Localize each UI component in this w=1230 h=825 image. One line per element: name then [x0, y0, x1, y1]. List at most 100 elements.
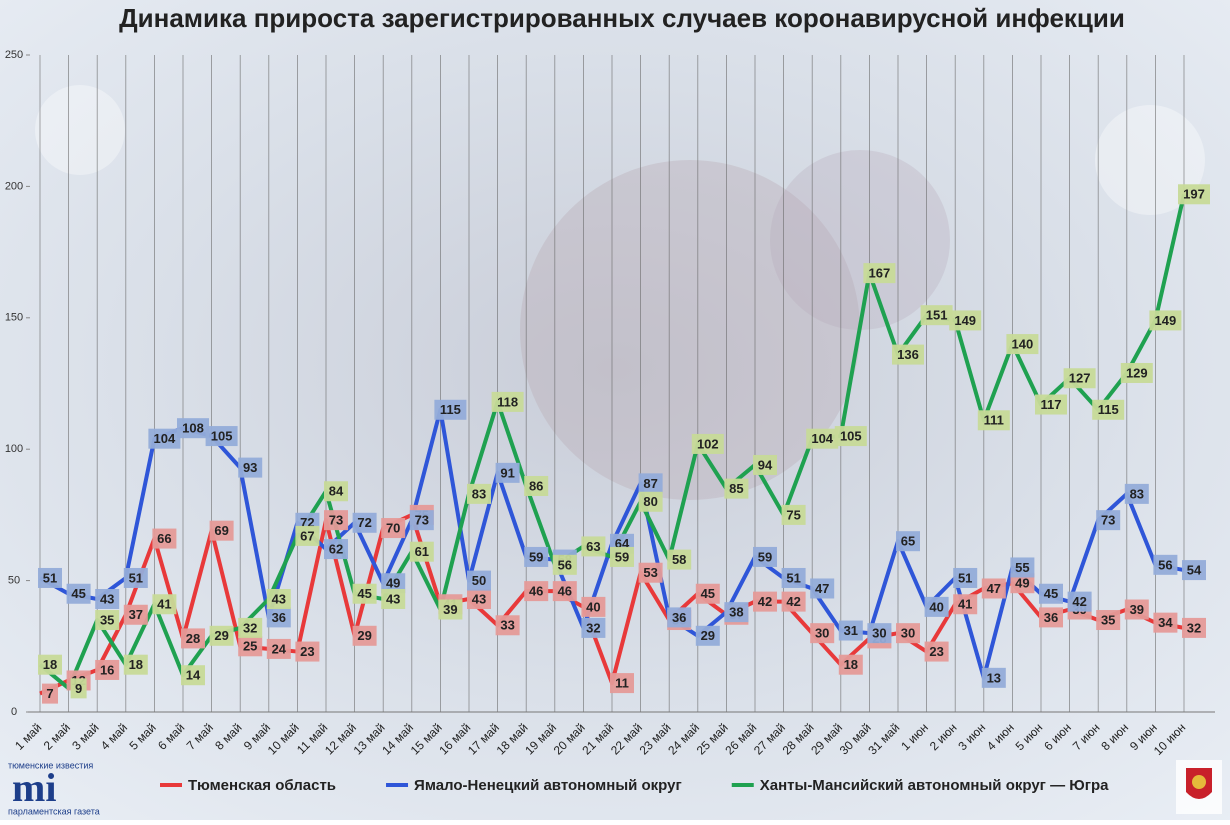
value-label-box	[981, 667, 1006, 688]
value-label-box	[1096, 610, 1121, 631]
value-label-text: 32	[243, 620, 257, 635]
value-label-box	[838, 654, 863, 675]
value-label-box	[753, 546, 777, 567]
value-label-box	[610, 546, 634, 567]
value-label-text: 25	[243, 639, 257, 654]
value-label-text: 80	[643, 494, 657, 509]
value-label-box	[209, 520, 234, 541]
value-label-text: 73	[1101, 513, 1115, 528]
value-label-text: 29	[357, 628, 371, 643]
value-label-box	[1153, 612, 1178, 633]
value-label-box	[491, 391, 524, 412]
value-label: 149	[949, 310, 982, 331]
value-label-text: 49	[386, 576, 400, 591]
value-label: 54	[1182, 560, 1206, 581]
value-label-text: 66	[157, 531, 171, 546]
value-label-box	[753, 454, 777, 475]
value-label: 86	[524, 475, 549, 496]
value-label-box	[667, 607, 692, 628]
virus-decoration	[1095, 105, 1205, 215]
value-label: 115	[434, 399, 467, 420]
value-label-box	[810, 623, 835, 644]
value-label: 46	[524, 581, 549, 602]
value-label: 45	[352, 583, 377, 604]
value-label: 56	[552, 554, 577, 575]
value-label: 32	[581, 617, 606, 638]
value-label: 43	[95, 588, 120, 609]
value-label-text: 40	[929, 599, 943, 614]
value-label-box	[467, 588, 491, 609]
legend-label: Ямало-Ненецкий автономный округ	[414, 777, 682, 794]
value-label-text: 83	[472, 486, 486, 501]
value-label-box	[467, 570, 491, 591]
value-label: 105	[205, 426, 238, 447]
value-label-text: 65	[901, 534, 915, 549]
value-label-box	[95, 588, 120, 609]
value-label-text: 149	[1155, 313, 1177, 328]
value-label-text: 87	[643, 476, 657, 491]
value-label: 59	[610, 546, 634, 567]
value-label: 13	[981, 667, 1006, 688]
value-label: 35	[1096, 610, 1121, 631]
value-label: 33	[495, 615, 520, 636]
value-label-box	[324, 481, 348, 502]
value-label-text: 45	[701, 586, 715, 601]
value-label: 66	[152, 528, 177, 549]
value-label-text: 104	[811, 431, 833, 446]
value-label-box	[181, 665, 205, 686]
value-label: 83	[1124, 483, 1149, 504]
value-label-box	[896, 531, 920, 552]
value-label-text: 67	[300, 528, 314, 543]
value-label-text: 197	[1183, 187, 1205, 202]
value-label: 7	[42, 683, 58, 704]
value-label-text: 36	[1044, 610, 1058, 625]
value-label-text: 51	[129, 570, 143, 585]
value-label-text: 54	[1187, 563, 1202, 578]
value-label: 29	[695, 625, 720, 646]
value-label-box	[667, 549, 692, 570]
value-label-box	[238, 457, 263, 478]
value-label-text: 42	[786, 594, 800, 609]
value-label: 51	[953, 567, 978, 588]
value-label-box	[1010, 557, 1035, 578]
y-tick-label: 0	[11, 706, 17, 718]
value-label: 45	[66, 583, 91, 604]
value-label-box	[1120, 362, 1153, 383]
value-label: 23	[295, 641, 320, 662]
value-label-box	[352, 512, 377, 533]
value-label-text: 9	[75, 681, 82, 696]
value-label-box	[1149, 310, 1182, 331]
value-label: 47	[981, 578, 1006, 599]
value-label: 40	[581, 596, 606, 617]
value-label-box	[638, 473, 663, 494]
value-label-box	[1124, 483, 1149, 504]
value-label: 49	[1010, 573, 1035, 594]
value-label-text: 35	[1101, 612, 1115, 627]
value-label: 18	[38, 654, 62, 675]
value-label-text: 73	[329, 513, 343, 528]
value-label: 39	[1124, 599, 1149, 620]
value-label: 127	[1063, 368, 1096, 389]
value-label-box	[238, 636, 263, 657]
value-label-box	[1182, 617, 1206, 638]
value-label-box	[295, 641, 320, 662]
value-label-text: 56	[1158, 557, 1172, 572]
value-label-box	[781, 567, 806, 588]
value-label: 51	[123, 567, 148, 588]
value-label: 39	[438, 599, 463, 620]
value-label-box	[152, 528, 177, 549]
value-label-text: 45	[357, 586, 371, 601]
value-label: 51	[781, 567, 806, 588]
value-label: 45	[695, 583, 720, 604]
value-label-box	[238, 617, 263, 638]
value-label-box	[524, 581, 549, 602]
value-label-text: 43	[472, 591, 486, 606]
value-label-text: 59	[615, 549, 629, 564]
value-label-text: 102	[697, 436, 719, 451]
value-label: 108	[177, 418, 209, 439]
value-label-text: 58	[672, 552, 686, 567]
value-label-box	[95, 610, 120, 631]
value-label-text: 93	[243, 460, 257, 475]
value-label: 49	[381, 573, 406, 594]
virus-decoration	[520, 160, 860, 500]
